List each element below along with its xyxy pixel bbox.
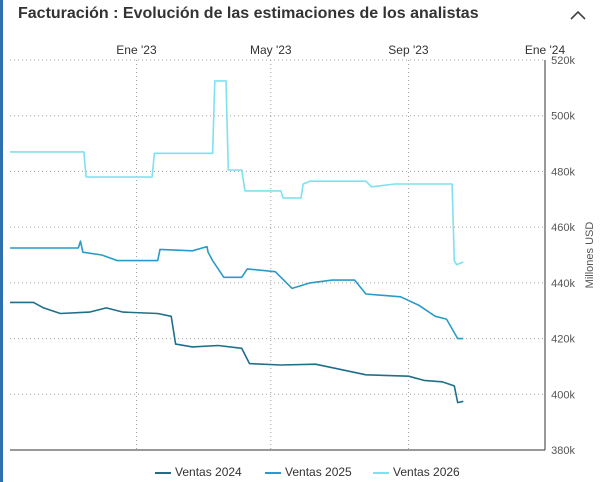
x-tick-label: Sep '23 (388, 43, 429, 57)
legend-label: Ventas 2025 (285, 465, 352, 479)
y-tick-label: 500k (551, 111, 575, 123)
chart-legend: Ventas 2024 Ventas 2025 Ventas 2026 (0, 464, 603, 482)
legend-swatch (373, 472, 389, 474)
x-tick-label: Ene '23 (116, 43, 157, 57)
x-tick-label: Ene '24 (525, 43, 566, 57)
legend-label: Ventas 2024 (175, 465, 242, 479)
legend-swatch (155, 472, 171, 474)
chevron-up-icon[interactable] (568, 7, 588, 23)
panel-header: Facturación : Evolución de las estimacio… (18, 5, 588, 27)
series-line-ventas-2024 (10, 301, 464, 404)
legend-label: Ventas 2026 (393, 465, 460, 479)
series-line-ventas-2026 (10, 80, 464, 266)
y-tick-label: 520k (551, 55, 575, 67)
y-tick-label: 460k (551, 222, 575, 234)
legend-swatch (265, 472, 281, 474)
legend-item[interactable]: Ventas 2026 (373, 464, 483, 482)
series-line-ventas-2025 (10, 240, 464, 340)
y-tick-label: 420k (551, 334, 575, 346)
y-tick-label: 380k (551, 445, 575, 457)
chart-title: Facturación : Evolución de las estimacio… (18, 5, 479, 22)
x-tick-label: May '23 (250, 43, 292, 57)
legend-item[interactable]: Ventas 2025 (265, 464, 375, 482)
y-tick-label: 400k (551, 389, 575, 401)
legend-item[interactable]: Ventas 2024 (155, 464, 265, 482)
panel-accent-rule (0, 0, 3, 482)
y-tick-label: 480k (551, 166, 575, 178)
y-axis-label: Millones USD (584, 222, 596, 289)
y-tick-label: 440k (551, 278, 575, 290)
